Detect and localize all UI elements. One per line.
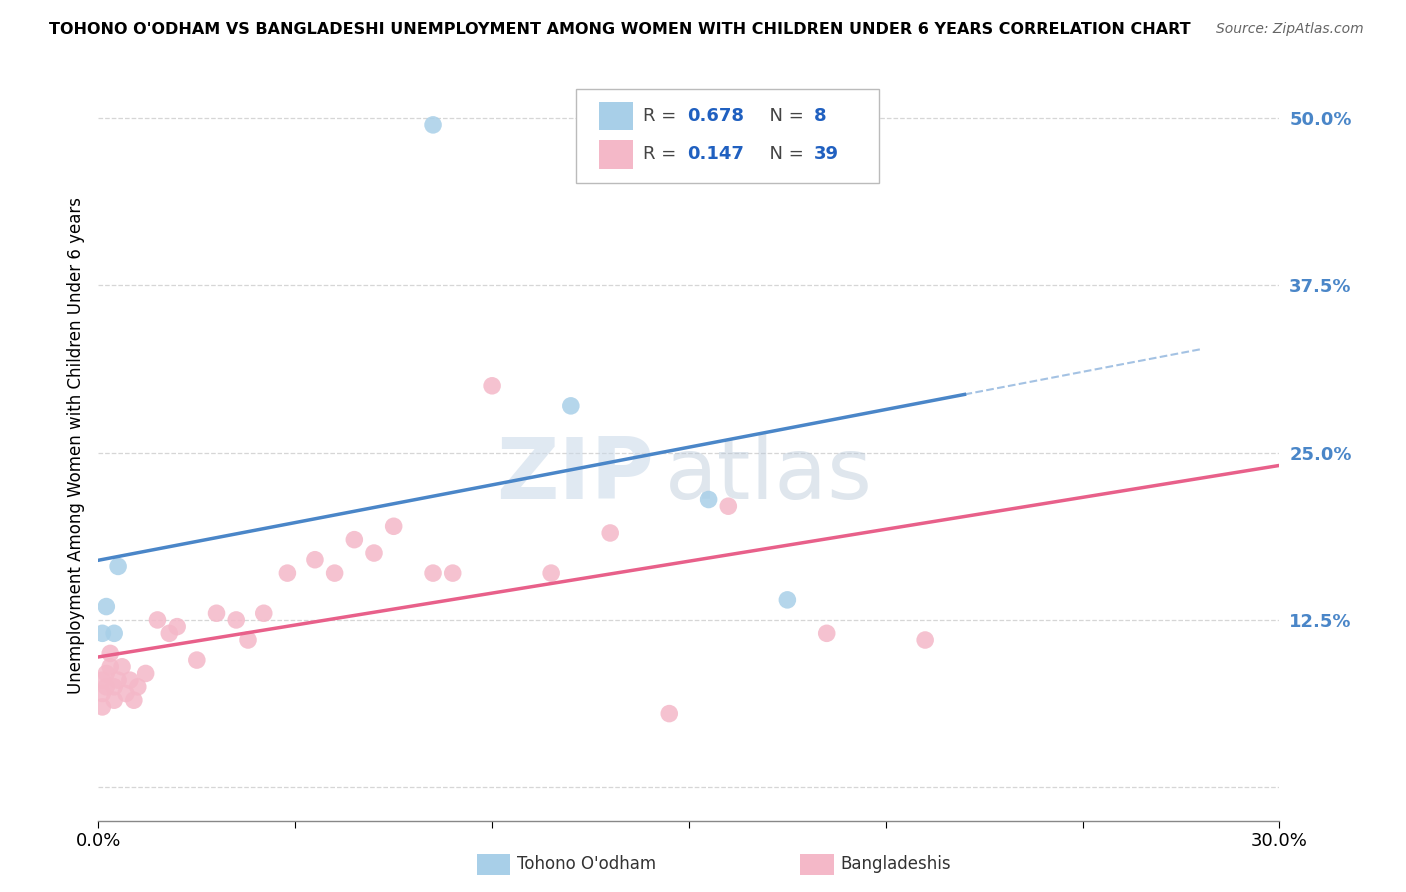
Point xyxy=(127,680,149,694)
Point xyxy=(91,699,114,714)
Text: 0.678: 0.678 xyxy=(688,107,745,125)
Point xyxy=(382,519,405,533)
Point xyxy=(481,379,503,393)
Text: Bangladeshis: Bangladeshis xyxy=(841,855,952,873)
Point xyxy=(107,559,129,574)
Point xyxy=(276,566,298,581)
Point xyxy=(122,693,145,707)
Point xyxy=(135,666,157,681)
Text: TOHONO O'ODHAM VS BANGLADESHI UNEMPLOYMENT AMONG WOMEN WITH CHILDREN UNDER 6 YEA: TOHONO O'ODHAM VS BANGLADESHI UNEMPLOYME… xyxy=(49,22,1191,37)
Point xyxy=(441,566,464,581)
Point xyxy=(91,626,114,640)
Point xyxy=(422,566,444,581)
Point xyxy=(205,607,228,621)
Point xyxy=(96,680,118,694)
Point xyxy=(98,646,121,660)
Point xyxy=(96,666,118,681)
Text: ZIP: ZIP xyxy=(496,434,654,517)
Y-axis label: Unemployment Among Women with Children Under 6 years: Unemployment Among Women with Children U… xyxy=(66,197,84,695)
Point xyxy=(253,607,276,621)
Point xyxy=(96,599,118,614)
Point xyxy=(914,633,936,648)
Text: 39: 39 xyxy=(814,145,839,163)
Text: N =: N = xyxy=(758,107,810,125)
Text: N =: N = xyxy=(758,145,810,163)
Point xyxy=(91,673,114,688)
Point xyxy=(323,566,346,581)
Point xyxy=(560,399,582,413)
Text: Source: ZipAtlas.com: Source: ZipAtlas.com xyxy=(1216,22,1364,37)
Point xyxy=(776,592,799,607)
Point xyxy=(166,620,188,634)
Point xyxy=(422,118,444,132)
Point xyxy=(236,633,259,648)
Point xyxy=(118,673,141,688)
Point xyxy=(107,673,129,688)
Point xyxy=(540,566,562,581)
Text: atlas: atlas xyxy=(665,434,873,517)
Point xyxy=(717,500,740,514)
Point xyxy=(111,660,134,674)
Text: R =: R = xyxy=(643,107,682,125)
Point xyxy=(225,613,247,627)
Point xyxy=(146,613,169,627)
Point xyxy=(186,653,208,667)
Point xyxy=(103,680,125,694)
Text: Tohono O'odham: Tohono O'odham xyxy=(517,855,657,873)
Point xyxy=(658,706,681,721)
Point xyxy=(98,660,121,674)
Point xyxy=(103,693,125,707)
Text: R =: R = xyxy=(643,145,682,163)
Point xyxy=(815,626,838,640)
Point xyxy=(103,626,125,640)
Text: 8: 8 xyxy=(814,107,827,125)
Point xyxy=(91,687,114,701)
Point xyxy=(115,687,138,701)
Point xyxy=(599,526,621,541)
Point xyxy=(363,546,385,560)
Text: 0.147: 0.147 xyxy=(688,145,744,163)
Point xyxy=(304,552,326,567)
Point xyxy=(343,533,366,547)
Point xyxy=(157,626,180,640)
Point xyxy=(697,492,720,507)
